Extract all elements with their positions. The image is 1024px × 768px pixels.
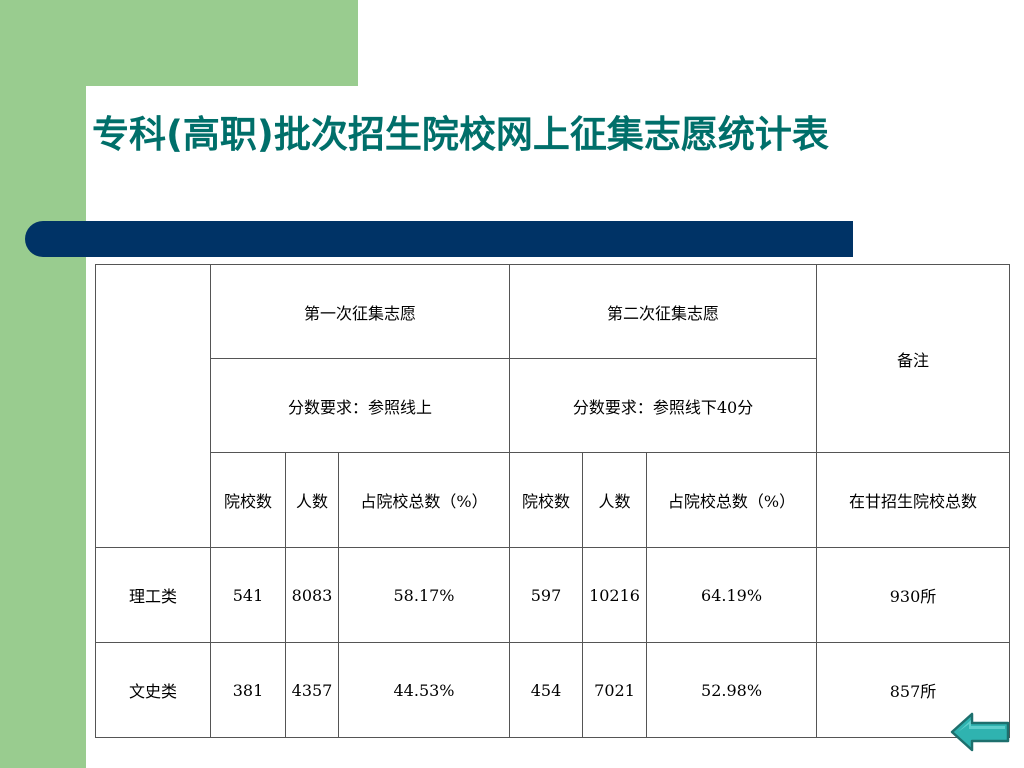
group-header-first: 第一次征集志愿 [209, 264, 511, 359]
table-cell: 52.98% [646, 642, 818, 738]
decor-green-side [0, 0, 86, 768]
back-button[interactable] [950, 712, 1012, 752]
back-arrow-icon [950, 712, 1010, 752]
table-cell: 597 [509, 547, 584, 643]
stats-table: 第一次征集志愿 第二次征集志愿 备注 分数要求：参照线上 分数要求：参照线下40… [95, 264, 1011, 738]
column-header: 院校数 [210, 452, 286, 548]
table-cell: 4357 [285, 642, 339, 738]
table-cell: 381 [210, 642, 286, 738]
table-cell: 64.19% [646, 547, 818, 643]
score-requirement-first: 分数要求：参照线上 [209, 358, 511, 453]
table-row: 理工类 541 8083 58.17% 597 10216 64.19% 930… [95, 547, 1011, 643]
table-cell: 10216 [582, 547, 648, 643]
column-header: 占院校总数（%） [337, 452, 511, 548]
table-cell: 454 [509, 642, 584, 738]
decor-green-top [0, 0, 358, 86]
score-requirement-second: 分数要求：参照线下40分 [509, 358, 818, 453]
corner-cell [95, 264, 211, 548]
table-row: 文史类 381 4357 44.53% 454 7021 52.98% 857所 [95, 642, 1011, 738]
column-header: 人数 [582, 452, 648, 548]
table-cell: 8083 [285, 547, 339, 643]
table-header-row-1: 第一次征集志愿 第二次征集志愿 备注 [95, 264, 1011, 548]
table-cell: 7021 [582, 642, 648, 738]
column-header: 院校数 [509, 452, 584, 548]
table-header-row-3: 院校数 人数 占院校总数（%） 院校数 人数 占院校总数（%） 在甘招生院校总数 [96, 452, 1011, 548]
table-cell: 44.53% [337, 642, 511, 738]
column-header: 占院校总数（%） [646, 452, 818, 548]
table-header-row-2: 分数要求：参照线上 分数要求：参照线下40分 [96, 358, 1010, 453]
group-header-second: 第二次征集志愿 [509, 264, 818, 359]
row-category: 理工类 [95, 547, 211, 643]
remarks-header: 备注 [816, 264, 1011, 453]
page-title: 专科(高职)批次招生院校网上征集志愿统计表 [92, 113, 829, 156]
decor-navy-bar [25, 221, 853, 257]
column-header: 人数 [285, 452, 339, 548]
table-cell: 58.17% [337, 547, 511, 643]
row-category: 文史类 [95, 642, 211, 738]
table-cell: 541 [210, 547, 286, 643]
table-cell: 930所 [816, 547, 1011, 643]
column-header: 在甘招生院校总数 [816, 452, 1011, 548]
